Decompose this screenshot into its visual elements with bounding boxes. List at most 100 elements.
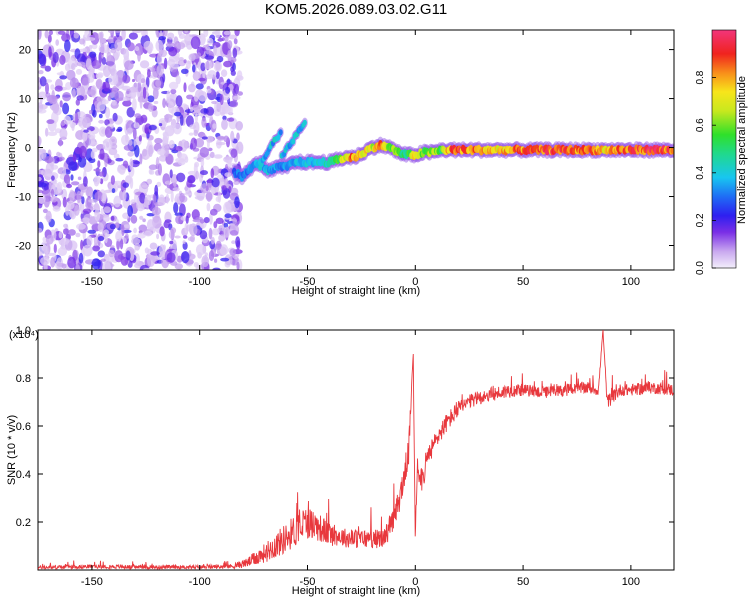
noise-speckle xyxy=(63,228,69,235)
noise-speckle xyxy=(227,40,233,50)
noise-speckle xyxy=(176,42,186,50)
noise-speckle xyxy=(114,39,123,51)
noise-speckle xyxy=(199,230,208,240)
noise-speckle xyxy=(206,37,214,45)
noise-speckle xyxy=(205,185,209,192)
noise-speckle xyxy=(99,35,104,47)
noise-speckle xyxy=(169,124,175,131)
noise-speckle xyxy=(158,123,163,127)
noise-speckle xyxy=(134,242,141,251)
noise-speckle xyxy=(98,43,109,54)
noise-speckle xyxy=(192,64,196,73)
noise-speckle xyxy=(152,193,157,205)
noise-speckle xyxy=(137,81,142,93)
noise-speckle xyxy=(215,71,220,79)
noise-speckle xyxy=(137,49,141,62)
noise-speckle xyxy=(224,35,229,43)
noise-speckle xyxy=(211,76,217,80)
noise-speckle xyxy=(75,264,81,270)
noise-speckle xyxy=(112,112,118,122)
noise-speckle xyxy=(154,137,163,144)
noise-speckle xyxy=(142,148,148,157)
noise-speckle xyxy=(210,168,215,179)
noise-speckle xyxy=(213,154,223,159)
noise-speckle xyxy=(221,185,227,191)
noise-speckle xyxy=(59,127,68,140)
noise-speckle xyxy=(195,216,203,221)
noise-speckle xyxy=(167,32,175,40)
noise-speckle xyxy=(110,175,115,186)
noise-speckle xyxy=(169,240,174,245)
noise-speckle xyxy=(71,88,76,99)
noise-speckle xyxy=(103,65,111,78)
noise-speckle xyxy=(170,88,177,95)
noise-speckle xyxy=(111,86,118,94)
noise-speckle xyxy=(224,172,232,178)
noise-speckle xyxy=(190,235,195,243)
noise-speckle xyxy=(94,208,101,222)
snr-frame xyxy=(37,329,675,571)
x-tick-label: 50 xyxy=(517,576,529,588)
x-tick-label: 100 xyxy=(622,576,640,588)
noise-speckle xyxy=(187,175,196,184)
noise-speckle xyxy=(100,258,106,262)
noise-speckle xyxy=(220,257,230,262)
noise-speckle xyxy=(174,146,183,152)
noise-speckle xyxy=(153,100,159,105)
noise-speckle xyxy=(211,177,220,188)
snr-x-axis-label: Height of straight line (km) xyxy=(292,585,420,597)
noise-speckle xyxy=(165,42,175,48)
noise-speckle xyxy=(137,203,146,209)
noise-speckle xyxy=(132,30,142,34)
noise-speckle xyxy=(208,227,213,240)
noise-speckle xyxy=(208,250,215,262)
noise-speckle xyxy=(203,108,208,114)
noise-speckle xyxy=(129,177,134,189)
x-tick-label: 50 xyxy=(517,276,529,288)
noise-speckle xyxy=(148,145,154,157)
noise-speckle xyxy=(179,192,186,203)
noise-speckle xyxy=(38,150,44,161)
noise-speckle xyxy=(183,104,189,109)
noise-speckle xyxy=(148,103,154,112)
noise-speckle xyxy=(174,212,183,217)
noise-speckle xyxy=(82,132,88,142)
noise-speckle xyxy=(183,59,187,64)
noise-speckle xyxy=(85,37,96,41)
noise-speckle xyxy=(222,115,227,121)
x-tick-label: 100 xyxy=(622,276,640,288)
noise-speckle xyxy=(235,121,243,131)
noise-speckle xyxy=(86,235,93,247)
noise-speckle xyxy=(170,94,175,99)
y-tick-label: -20 xyxy=(15,241,31,253)
noise-speckle xyxy=(233,38,238,45)
noise-speckle xyxy=(150,251,161,256)
noise-speckle xyxy=(214,258,218,263)
noise-speckle xyxy=(63,115,71,125)
noise-speckle xyxy=(104,126,113,138)
noise-speckle xyxy=(156,52,163,66)
noise-speckle xyxy=(154,184,159,196)
noise-speckle xyxy=(206,88,212,94)
noise-speckle xyxy=(166,180,171,184)
noise-speckle xyxy=(203,30,209,38)
noise-speckle xyxy=(76,95,84,101)
noise-speckle xyxy=(81,196,85,205)
noise-speckle xyxy=(186,94,194,100)
noise-speckle xyxy=(177,30,183,36)
noise-speckle xyxy=(179,114,184,126)
noise-speckle xyxy=(172,187,180,192)
noise-speckle xyxy=(38,243,48,254)
noise-speckle xyxy=(52,51,59,64)
noise-speckle xyxy=(38,193,46,204)
noise-speckle xyxy=(38,53,47,66)
y-tick-label: 0.4 xyxy=(16,469,31,481)
noise-speckle xyxy=(132,78,135,83)
noise-speckle xyxy=(144,247,149,254)
noise-speckle xyxy=(137,232,146,239)
noise-speckle xyxy=(188,53,196,61)
noise-speckle xyxy=(92,245,100,252)
noise-speckle xyxy=(78,252,84,264)
noise-speckle xyxy=(138,135,142,142)
noise-speckle xyxy=(159,226,165,237)
